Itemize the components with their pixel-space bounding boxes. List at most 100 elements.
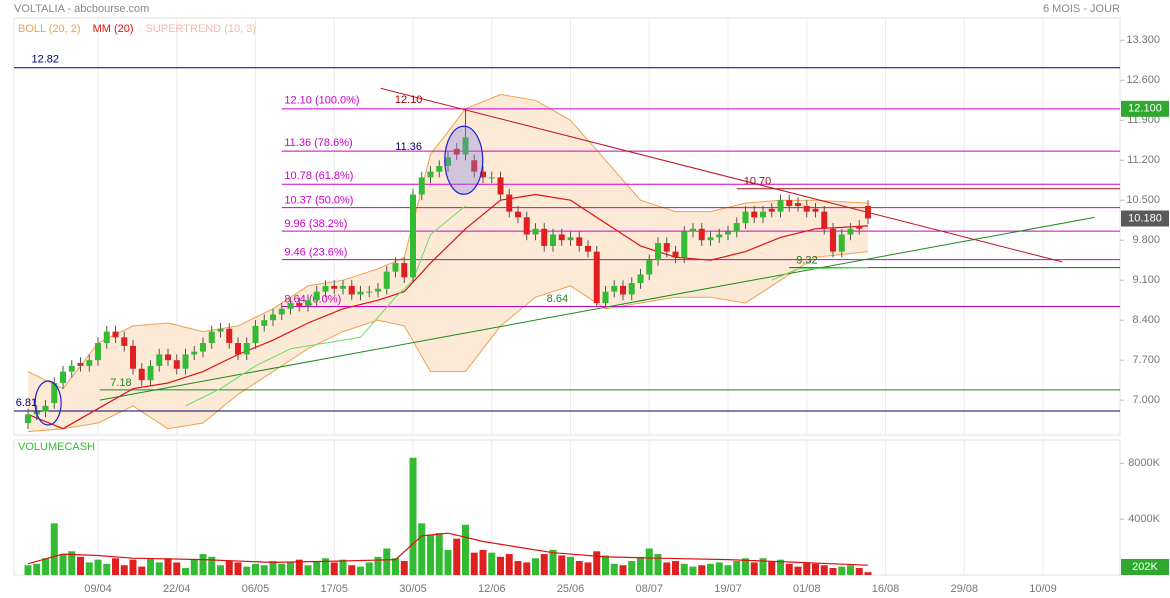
level-label: 6.81 — [16, 397, 37, 409]
candle-body — [147, 365, 154, 381]
volume-bar — [42, 558, 49, 575]
candle-body — [865, 205, 871, 219]
level-label: 10.78 (61.8%) — [284, 170, 353, 182]
volume-bar — [812, 563, 819, 575]
volume-bar — [260, 565, 268, 575]
candle-body — [585, 245, 591, 252]
candle-body — [663, 243, 670, 252]
y-tick-label: 11.900 — [1127, 114, 1160, 126]
volume-title: VOLUMECASH — [18, 441, 95, 453]
candle-body — [410, 194, 416, 278]
candle-body — [86, 360, 93, 366]
volume-bar — [330, 562, 338, 575]
volume-bar — [50, 523, 58, 575]
price-frame — [13, 17, 1121, 436]
level-label: 9.32 — [796, 255, 817, 267]
candle-body — [856, 225, 863, 229]
volume-bar — [322, 558, 329, 575]
candle-body — [733, 223, 740, 232]
candle-body — [226, 328, 233, 344]
chart-subtitle: 6 MOIS - JOUR — [1043, 3, 1120, 15]
volume-bar — [847, 565, 854, 575]
volume-bar — [94, 559, 102, 575]
candle-body — [340, 285, 346, 289]
candle-body — [637, 274, 644, 284]
candle-body — [742, 211, 749, 224]
y-tick-label: 11.200 — [1127, 154, 1160, 166]
y-tick-label: 9.100 — [1132, 274, 1160, 286]
volume-bar — [549, 549, 557, 575]
level-label: 9.46 (23.6%) — [284, 247, 347, 259]
volume-bar — [532, 558, 539, 575]
x-tick-label: 17/05 — [320, 583, 348, 595]
highlight-ellipse — [444, 125, 484, 195]
volume-bar — [567, 556, 574, 575]
legend-entry: SUPERTREND (10, 3) — [146, 23, 256, 35]
candle-body — [418, 177, 425, 195]
candle-body — [191, 351, 198, 355]
candle-body — [60, 371, 66, 384]
x-tick-label: 16/08 — [872, 583, 900, 595]
volume-bar — [269, 561, 277, 575]
volume-bar — [59, 554, 67, 575]
candle-body — [480, 171, 486, 178]
candle-body — [462, 137, 469, 155]
volume-bar — [190, 559, 198, 575]
volume-frame — [13, 439, 1121, 576]
y-tick-label: 8000K — [1128, 457, 1160, 469]
volume-bar — [103, 563, 111, 575]
x-tick-label: 12/06 — [478, 583, 506, 595]
volume-bar — [348, 565, 356, 575]
candle-body — [25, 414, 31, 424]
legend-entry: MM (20) — [93, 23, 134, 35]
candle-body — [42, 405, 49, 412]
volume-average — [27, 532, 869, 566]
price-marker-label: 12.100 — [1128, 103, 1162, 115]
candle-body — [235, 343, 241, 355]
candle-body — [523, 217, 530, 235]
candle-body — [252, 325, 259, 344]
candle-body — [567, 237, 574, 241]
volume-bar — [715, 562, 723, 575]
annotation: 11.36 — [395, 141, 422, 153]
volume-bar — [33, 563, 41, 575]
x-tick-label: 30/05 — [399, 583, 427, 595]
volume-bar — [829, 568, 837, 575]
volume-bar — [610, 563, 618, 575]
candle-body — [200, 343, 206, 352]
candle-body — [847, 228, 854, 235]
volume-bar — [24, 565, 32, 575]
candle-body — [375, 288, 381, 292]
candle-body — [287, 303, 294, 309]
x-tick-label: 29/08 — [950, 583, 978, 595]
volume-bar — [77, 556, 84, 575]
candle-body — [51, 383, 58, 404]
annotation: 12.10 — [395, 94, 423, 106]
volume-bar — [409, 457, 417, 575]
candle-body — [401, 263, 408, 278]
y-tick-label: 10.500 — [1126, 194, 1160, 206]
level-label: 10.37 (50.0%) — [284, 195, 353, 207]
volume-bar — [225, 561, 233, 575]
candle-body — [130, 345, 136, 369]
candle-body — [471, 160, 478, 172]
volume-bar — [287, 562, 294, 575]
annotation: 8.64 — [547, 293, 568, 305]
candle-body — [278, 308, 285, 315]
volume-bar — [575, 561, 583, 575]
x-tick-label: 08/07 — [635, 583, 663, 595]
volume-bar — [523, 562, 531, 575]
candle-body — [777, 200, 784, 212]
volume-bar — [654, 554, 662, 575]
candle-body — [646, 260, 653, 275]
highlight-ellipse — [34, 380, 62, 426]
level-label: 9.96 (38.2%) — [284, 218, 347, 230]
candle-body — [331, 285, 338, 289]
volume-bar — [864, 572, 872, 575]
candle-body — [558, 234, 565, 241]
volume-bar — [619, 565, 627, 575]
candle-body — [821, 211, 828, 229]
volume-bar — [418, 523, 426, 575]
candle-body — [681, 231, 688, 258]
